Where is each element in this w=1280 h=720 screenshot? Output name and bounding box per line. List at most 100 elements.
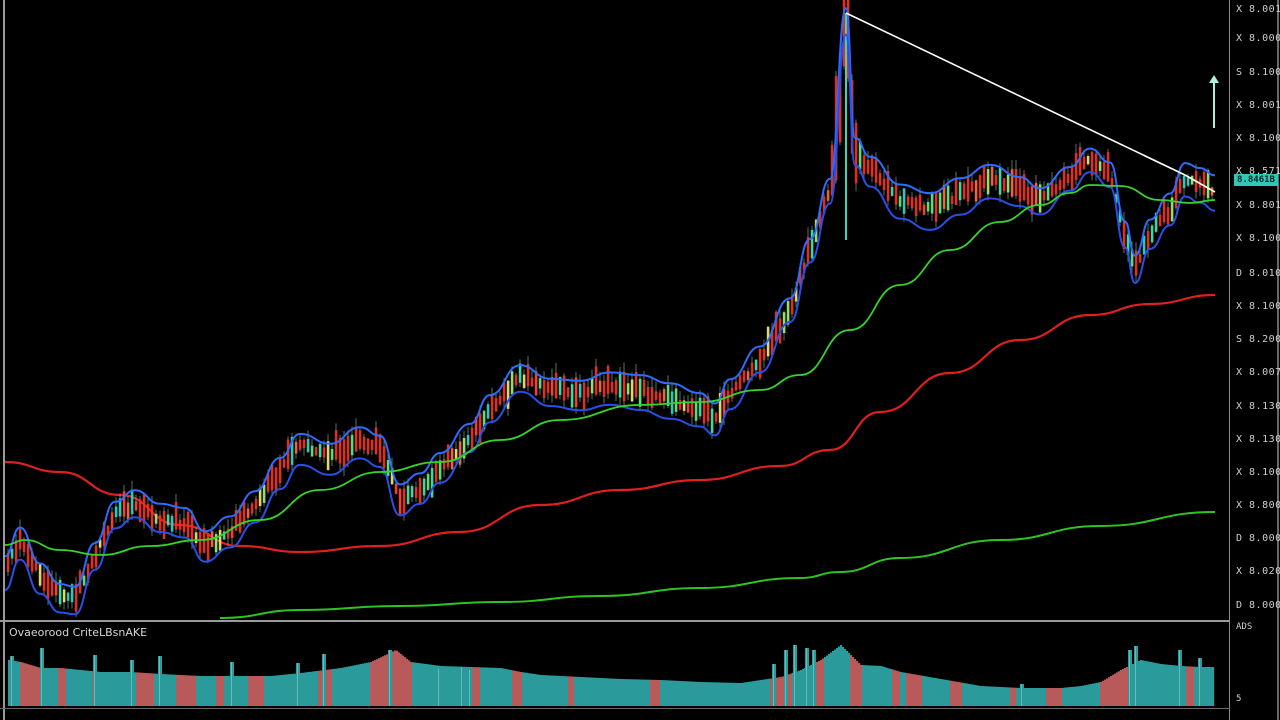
- volume-bar: [30, 665, 33, 706]
- volume-bar: [244, 676, 247, 706]
- volume-bar: [584, 677, 587, 706]
- volume-bar: [20, 662, 23, 706]
- candle-body: [370, 440, 374, 451]
- volume-bar: [254, 676, 257, 706]
- candle-body: [826, 190, 830, 201]
- upper-band-line: [4, 7, 1216, 588]
- volume-bar: [1080, 686, 1083, 706]
- candle-body: [406, 485, 410, 504]
- volume-bar: [816, 662, 819, 706]
- volume-bar: [496, 667, 499, 706]
- volume-bar: [588, 677, 591, 706]
- volume-bar: [632, 679, 635, 706]
- volume-bar: [610, 678, 613, 706]
- volume-bar: [620, 679, 623, 706]
- candle-body: [366, 438, 370, 455]
- volume-bar: [594, 677, 597, 706]
- candle-body: [770, 329, 774, 356]
- candle-body: [438, 460, 442, 480]
- volume-bar: [80, 670, 83, 706]
- volume-bar: [34, 666, 37, 706]
- candle-body: [1114, 194, 1118, 204]
- volume-bar: [740, 683, 743, 706]
- volume-bar: [508, 669, 511, 706]
- volume-bar: [64, 668, 67, 706]
- volume-bar: [580, 677, 583, 706]
- volume-bar: [652, 679, 655, 706]
- volume-bar: [48, 668, 51, 706]
- price-axis-label: X 8.571: [1236, 166, 1280, 177]
- candle-body: [1078, 146, 1082, 176]
- volume-bar: [1116, 672, 1119, 706]
- volume-bar: [656, 679, 659, 706]
- volume-bar: [1110, 676, 1113, 706]
- volume-bar: [32, 665, 35, 706]
- volume-bar: [286, 674, 289, 706]
- volume-bar: [418, 663, 421, 706]
- volume-spike-highlight: [297, 663, 298, 706]
- volume-bar: [1102, 680, 1105, 706]
- candle-body: [1002, 178, 1006, 192]
- volume-bar: [1162, 664, 1165, 706]
- volume-bar: [522, 672, 525, 706]
- candle-body: [70, 584, 74, 603]
- volume-bar: [364, 663, 367, 706]
- price-axis-label: X 8.001: [1236, 100, 1280, 111]
- volume-bar: [118, 672, 121, 706]
- volume-bar: [526, 672, 529, 706]
- volume-bar: [574, 676, 577, 706]
- volume-bar: [582, 677, 585, 706]
- candle-body: [286, 439, 290, 469]
- candle-body: [334, 430, 338, 460]
- volume-bar: [562, 676, 565, 706]
- candle-body: [994, 175, 998, 185]
- volume-bar: [708, 682, 711, 706]
- volume-bar: [1006, 687, 1009, 706]
- price-chart-canvas[interactable]: [0, 0, 1230, 720]
- volume-bar: [1142, 660, 1145, 706]
- candle-body: [434, 461, 438, 482]
- candle-body: [902, 188, 906, 214]
- volume-bar: [1112, 674, 1115, 706]
- volume-bar: [864, 665, 867, 706]
- candle-body: [262, 484, 266, 503]
- volume-bar: [306, 672, 309, 706]
- volume-bar: [948, 680, 951, 706]
- volume-bar: [224, 676, 227, 706]
- price-axis-label: X 8.800: [1236, 500, 1280, 511]
- volume-bar: [700, 682, 703, 706]
- volume-bar: [954, 681, 957, 706]
- candle-body: [10, 548, 14, 559]
- volume-bar: [872, 665, 875, 706]
- price-axis-border: [1229, 0, 1230, 720]
- candle-body: [34, 560, 38, 571]
- volume-bar: [290, 674, 293, 706]
- volume-bar: [942, 679, 945, 706]
- volume-bar: [1064, 687, 1067, 706]
- volume-bar: [878, 665, 881, 706]
- candle-body: [1178, 178, 1182, 193]
- candle-body: [954, 179, 958, 205]
- candle-body: [542, 380, 546, 399]
- volume-spike-highlight: [806, 648, 807, 706]
- volume-bar: [466, 666, 469, 706]
- volume-bar: [1132, 664, 1135, 706]
- volume-bar: [344, 667, 347, 706]
- volume-bar: [960, 682, 963, 706]
- volume-bar: [430, 664, 433, 706]
- volume-bar: [332, 669, 335, 706]
- volume-bar: [320, 670, 323, 706]
- volume-bar: [976, 685, 979, 706]
- volume-bar: [1210, 667, 1213, 706]
- pane-divider[interactable]: [0, 620, 1230, 622]
- candle-body: [914, 197, 918, 217]
- volume-bar: [1086, 684, 1089, 706]
- candle-body: [394, 483, 398, 494]
- candle-body: [86, 563, 90, 583]
- volume-bar: [1150, 662, 1153, 706]
- volume-bar: [1144, 660, 1147, 706]
- candle-body: [1118, 209, 1122, 223]
- volume-bar: [384, 655, 387, 706]
- volume-bar: [1090, 684, 1093, 706]
- volume-bar: [838, 646, 841, 706]
